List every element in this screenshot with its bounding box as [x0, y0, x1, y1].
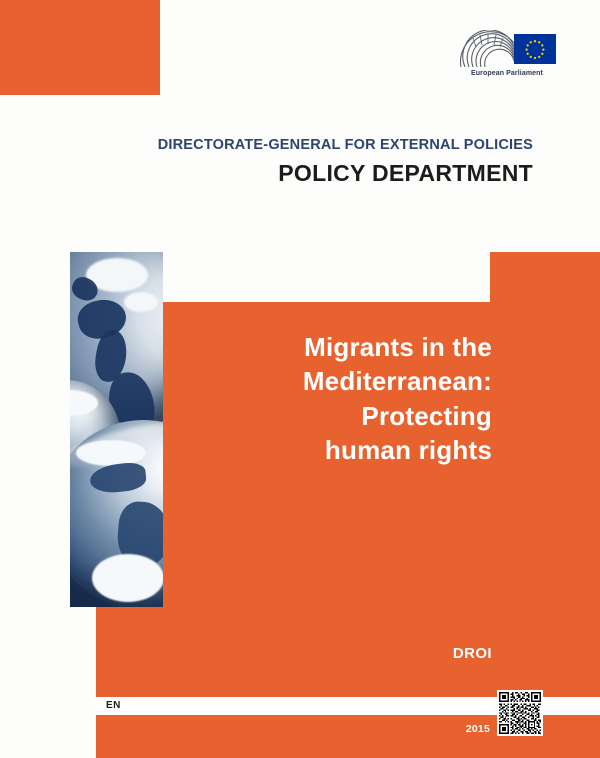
language-code: EN [106, 700, 121, 711]
qr-code-icon [497, 690, 543, 736]
globe-highlight [92, 554, 163, 602]
decorative-block-left-strip [96, 607, 163, 697]
globe-highlight [124, 292, 158, 312]
directorate-general-line: DIRECTORATE-GENERAL FOR EXTERNAL POLICIE… [157, 137, 533, 153]
european-parliament-logo: European Parliament [458, 29, 556, 88]
language-bar: EN [96, 697, 490, 715]
logo-caption: European Parliament [471, 70, 543, 77]
policy-department-title: POLICY DEPARTMENT [278, 160, 533, 186]
page-title-line-1: Migrants in the [304, 332, 492, 362]
page-title-line-4: human rights [324, 434, 492, 465]
globe-image [70, 252, 163, 607]
globe-highlight [76, 440, 146, 466]
publication-year: 2015 [465, 723, 490, 735]
eu-flag-icon [514, 34, 556, 64]
hemicycle-icon [458, 29, 516, 70]
page-title-line-2: Mediterranean: [302, 366, 492, 397]
page-title-line-3: Protecting [361, 400, 492, 431]
page-title: Migrants in the Mediterranean: Protectin… [200, 330, 492, 467]
decorative-block-right-upper [490, 252, 600, 302]
decorative-block-top-left [0, 0, 160, 95]
committee-code: DROI [452, 645, 492, 662]
title-panel-background [163, 302, 600, 697]
